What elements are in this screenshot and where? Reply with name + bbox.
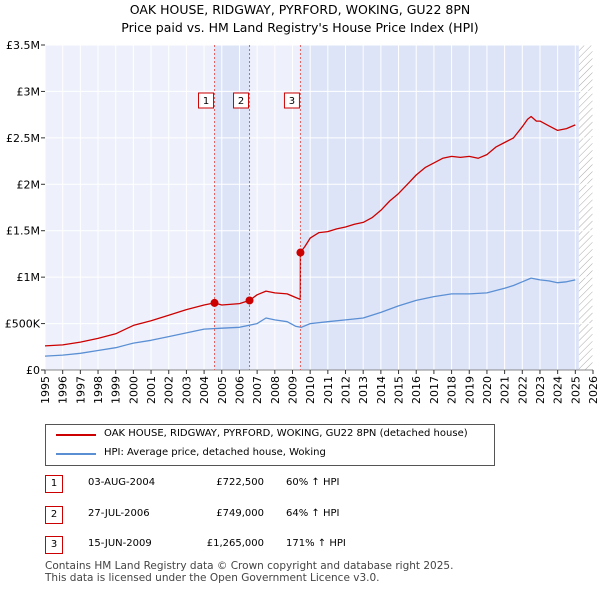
transaction-row: 2 27-JUL-2006 £749,000 64% ↑ HPI bbox=[0, 506, 600, 526]
transaction-price: £1,265,000 bbox=[206, 538, 264, 549]
y-tick-label: £1.5M bbox=[6, 225, 40, 238]
y-tick-label: £2.5M bbox=[6, 132, 40, 145]
x-tick-label: 2007 bbox=[251, 376, 264, 404]
x-tick-label: 1995 bbox=[39, 376, 52, 404]
x-tick-label: 2009 bbox=[286, 376, 299, 404]
footer-licence: This data is licensed under the Open Gov… bbox=[45, 572, 380, 584]
x-tick-label: 2012 bbox=[340, 376, 353, 404]
x-tick-label: 2005 bbox=[216, 376, 229, 404]
x-tick-label: 2021 bbox=[499, 376, 512, 404]
x-tick-label: 2026 bbox=[587, 376, 600, 404]
transaction-marker: 3 bbox=[45, 536, 63, 554]
legend-swatch-property bbox=[56, 434, 96, 436]
property-price-line bbox=[44, 115, 576, 347]
transaction-price: £722,500 bbox=[216, 477, 264, 488]
transaction-hpi: 64% ↑ HPI bbox=[286, 508, 340, 519]
sale-label: 1 bbox=[203, 96, 209, 107]
x-tick-label: 2010 bbox=[304, 376, 317, 404]
x-tick-label: 2019 bbox=[463, 376, 476, 404]
x-tick-label: 1997 bbox=[74, 376, 87, 404]
sale-point bbox=[210, 298, 219, 307]
transaction-date: 27-JUL-2006 bbox=[88, 508, 150, 519]
sale-label: 3 bbox=[289, 96, 295, 107]
footer-copyright: Contains HM Land Registry data © Crown c… bbox=[45, 560, 454, 572]
x-tick-label: 2015 bbox=[393, 376, 406, 404]
x-tick-label: 2018 bbox=[446, 376, 459, 404]
transaction-price: £749,000 bbox=[216, 508, 264, 519]
x-tick-label: 2020 bbox=[481, 376, 494, 404]
x-tick-label: 1999 bbox=[110, 376, 123, 404]
x-tick-label: 1998 bbox=[92, 376, 105, 404]
transaction-marker: 1 bbox=[45, 475, 63, 493]
legend-swatch-hpi bbox=[56, 453, 96, 455]
y-tick-label: £3.5M bbox=[6, 39, 40, 52]
x-tick-label: 2016 bbox=[410, 376, 423, 404]
x-tick-label: 2000 bbox=[127, 376, 140, 404]
transaction-row: 3 15-JUN-2009 £1,265,000 171% ↑ HPI bbox=[0, 536, 600, 556]
transaction-hpi: 60% ↑ HPI bbox=[286, 477, 340, 488]
legend: OAK HOUSE, RIDGWAY, PYRFORD, WOKING, GU2… bbox=[45, 424, 495, 466]
x-tick-label: 2003 bbox=[180, 376, 193, 404]
sale-label-box bbox=[198, 92, 215, 109]
legend-label-hpi: HPI: Average price, detached house, Woki… bbox=[104, 447, 326, 458]
transaction-row: 1 03-AUG-2004 £722,500 60% ↑ HPI bbox=[0, 475, 600, 495]
sale-label-box bbox=[283, 92, 300, 109]
chart-title: OAK HOUSE, RIDGWAY, PYRFORD, WOKING, GU2… bbox=[129, 2, 471, 17]
y-tick-label: £0 bbox=[26, 364, 40, 377]
y-tick-label: £1M bbox=[17, 271, 41, 284]
x-tick-label: 2025 bbox=[569, 376, 582, 404]
chart-subtitle: Price paid vs. HM Land Registry's House … bbox=[121, 20, 479, 35]
x-tick-label: 2011 bbox=[322, 376, 335, 404]
sale-label-box bbox=[233, 92, 250, 109]
x-tick-label: 2002 bbox=[163, 376, 176, 404]
x-tick-label: 2008 bbox=[269, 376, 282, 404]
forecast-hatch bbox=[578, 45, 593, 370]
x-tick-label: 2013 bbox=[357, 376, 370, 404]
transaction-hpi: 171% ↑ HPI bbox=[286, 538, 346, 549]
x-tick-label: 2014 bbox=[375, 376, 388, 404]
sale-point bbox=[296, 248, 305, 257]
legend-label-property: OAK HOUSE, RIDGWAY, PYRFORD, WOKING, GU2… bbox=[104, 428, 468, 439]
y-tick-label: £500K bbox=[5, 318, 41, 331]
price-chart: £0 £500K £1M £1.5M £2M £2.5M £3M £3.5M 1995 1996 1… bbox=[5, 39, 600, 404]
x-tick-label: 2024 bbox=[552, 376, 565, 404]
x-tick-label: 2023 bbox=[534, 376, 547, 404]
y-tick-label: £3M bbox=[17, 85, 41, 98]
x-tick-label: 2004 bbox=[198, 376, 211, 404]
x-tick-label: 2022 bbox=[516, 376, 529, 404]
sale-label: 2 bbox=[238, 96, 244, 107]
y-tick-label: £2M bbox=[17, 178, 41, 191]
hpi-line bbox=[44, 277, 576, 357]
x-tick-label: 2017 bbox=[428, 376, 441, 404]
shaded-period bbox=[300, 45, 579, 370]
transaction-date: 03-AUG-2004 bbox=[88, 477, 156, 488]
transaction-date: 15-JUN-2009 bbox=[88, 538, 152, 549]
x-tick-label: 2001 bbox=[145, 376, 158, 404]
transaction-marker: 2 bbox=[45, 506, 63, 524]
x-tick-label: 1996 bbox=[57, 376, 70, 404]
x-tick-label: 2006 bbox=[233, 376, 246, 404]
sale-point bbox=[245, 296, 254, 305]
